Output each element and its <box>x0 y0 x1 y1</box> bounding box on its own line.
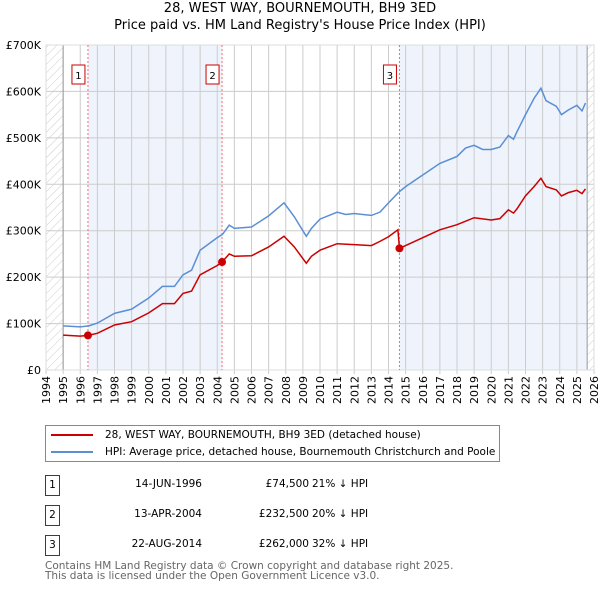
legend-label-hpi: HPI: Average price, detached house, Bour… <box>105 446 496 458</box>
legend-item-hpi: HPI: Average price, detached house, Bour… <box>46 444 495 460</box>
sale-date: 14-JUN-1996 <box>135 478 202 490</box>
x-tick-label: 2000 <box>143 376 156 404</box>
sale-marker-number: 2 <box>209 71 215 82</box>
x-tick-label: 1997 <box>91 376 104 404</box>
x-tick-label: 2006 <box>246 376 259 404</box>
legend-item-property: 28, WEST WAY, BOURNEMOUTH, BH9 3ED (deta… <box>46 427 421 443</box>
sale-row: 2 13-APR-2004 £232,500 20% ↓ HPI <box>45 505 445 526</box>
y-tick-label: £400K <box>6 178 42 191</box>
sale-badge: 3 <box>45 535 60 556</box>
x-tick-label: 2007 <box>263 376 276 404</box>
x-tick-label: 2010 <box>314 376 327 404</box>
x-tick-label: 1999 <box>126 376 139 404</box>
sale-price: £232,500 <box>258 508 309 520</box>
hatched-no-data-right <box>587 45 594 370</box>
x-tick-label: 2008 <box>280 376 293 404</box>
footer-copyright: Contains HM Land Registry data © Crown c… <box>45 560 454 572</box>
sale-marker-badge <box>71 64 86 85</box>
sale-price: £74,500 <box>265 478 309 490</box>
x-tick-label: 1994 <box>40 376 53 404</box>
x-tick-label: 2024 <box>554 376 567 404</box>
chart-title: 28, WEST WAY, BOURNEMOUTH, BH9 3ED <box>163 1 437 16</box>
x-tick-label: 1996 <box>74 376 87 404</box>
y-tick-label: £600K <box>6 85 42 98</box>
x-tick-label: 2022 <box>520 376 533 404</box>
x-tick-label: 2019 <box>468 376 481 404</box>
sale-hpi-diff: 21% ↓ HPI <box>312 478 369 490</box>
x-tick-label: 2020 <box>485 376 498 404</box>
legend: 28, WEST WAY, BOURNEMOUTH, BH9 3ED (deta… <box>45 425 500 462</box>
sale-row: 3 22-AUG-2014 £262,000 32% ↓ HPI <box>45 535 445 556</box>
chart-plot: £0 £100K £200K £300K £400K £500K £600K £700K 199… <box>6 39 600 404</box>
x-tick-label: 2011 <box>331 376 344 404</box>
sale-badge: 2 <box>45 505 60 526</box>
x-tick-label: 2013 <box>365 376 378 404</box>
sale-point <box>218 258 227 267</box>
sale-hpi-diff: 20% ↓ HPI <box>312 508 369 520</box>
shaded-period <box>399 45 588 370</box>
y-tick-label: £0 <box>27 364 41 377</box>
x-tick-label: 2018 <box>451 376 464 404</box>
sale-point <box>83 331 92 340</box>
hpi-line <box>63 86 587 328</box>
property-price-line <box>63 176 587 337</box>
y-tick-label: £200K <box>6 271 42 284</box>
sale-marker-badge <box>205 64 220 85</box>
sale-price: £262,000 <box>258 538 309 550</box>
x-tick-label: 2002 <box>177 376 190 404</box>
sale-point <box>395 244 404 253</box>
sale-marker-number: 1 <box>75 71 81 82</box>
x-tick-label: 1998 <box>109 376 122 404</box>
x-tick-label: 2003 <box>194 376 207 404</box>
hatched-no-data-left <box>46 45 64 370</box>
x-tick-label: 2025 <box>571 376 584 404</box>
y-tick-label: £500K <box>6 132 42 145</box>
x-tick-label: 1995 <box>57 376 70 404</box>
sale-badge: 1 <box>45 475 60 496</box>
sale-marker-number: 3 <box>387 71 393 82</box>
x-tick-label: 2021 <box>502 376 515 404</box>
x-tick-label: 2016 <box>417 376 430 404</box>
x-tick-label: 2009 <box>297 376 310 404</box>
y-tick-label: £100K <box>6 318 42 331</box>
sale-hpi-diff: 32% ↓ HPI <box>312 538 369 550</box>
x-tick-label: 2005 <box>228 376 241 404</box>
y-tick-label: £700K <box>6 39 42 52</box>
sale-marker-badge <box>382 64 397 85</box>
shaded-period <box>87 45 223 370</box>
x-tick-label: 2026 <box>588 376 600 404</box>
x-tick-label: 2012 <box>348 376 361 404</box>
sale-date: 22-AUG-2014 <box>131 538 202 550</box>
legend-swatch-property <box>51 434 93 436</box>
plot-border <box>45 44 595 371</box>
x-tick-label: 2017 <box>434 376 447 404</box>
x-tick-label: 2015 <box>400 376 413 404</box>
y-tick-label: £300K <box>6 225 42 238</box>
x-tick-label: 2023 <box>537 376 550 404</box>
x-tick-label: 2004 <box>211 376 224 404</box>
x-tick-label: 2014 <box>383 376 396 404</box>
sale-date: 13-APR-2004 <box>134 508 202 520</box>
footer-licence: This data is licensed under the Open Gov… <box>45 570 380 582</box>
legend-label-property: 28, WEST WAY, BOURNEMOUTH, BH9 3ED (deta… <box>105 429 421 441</box>
chart-subtitle: Price paid vs. HM Land Registry's House … <box>114 18 486 33</box>
sale-row: 1 14-JUN-1996 £74,500 21% ↓ HPI <box>45 475 445 496</box>
x-tick-label: 2001 <box>160 376 173 404</box>
legend-swatch-hpi <box>51 451 93 453</box>
